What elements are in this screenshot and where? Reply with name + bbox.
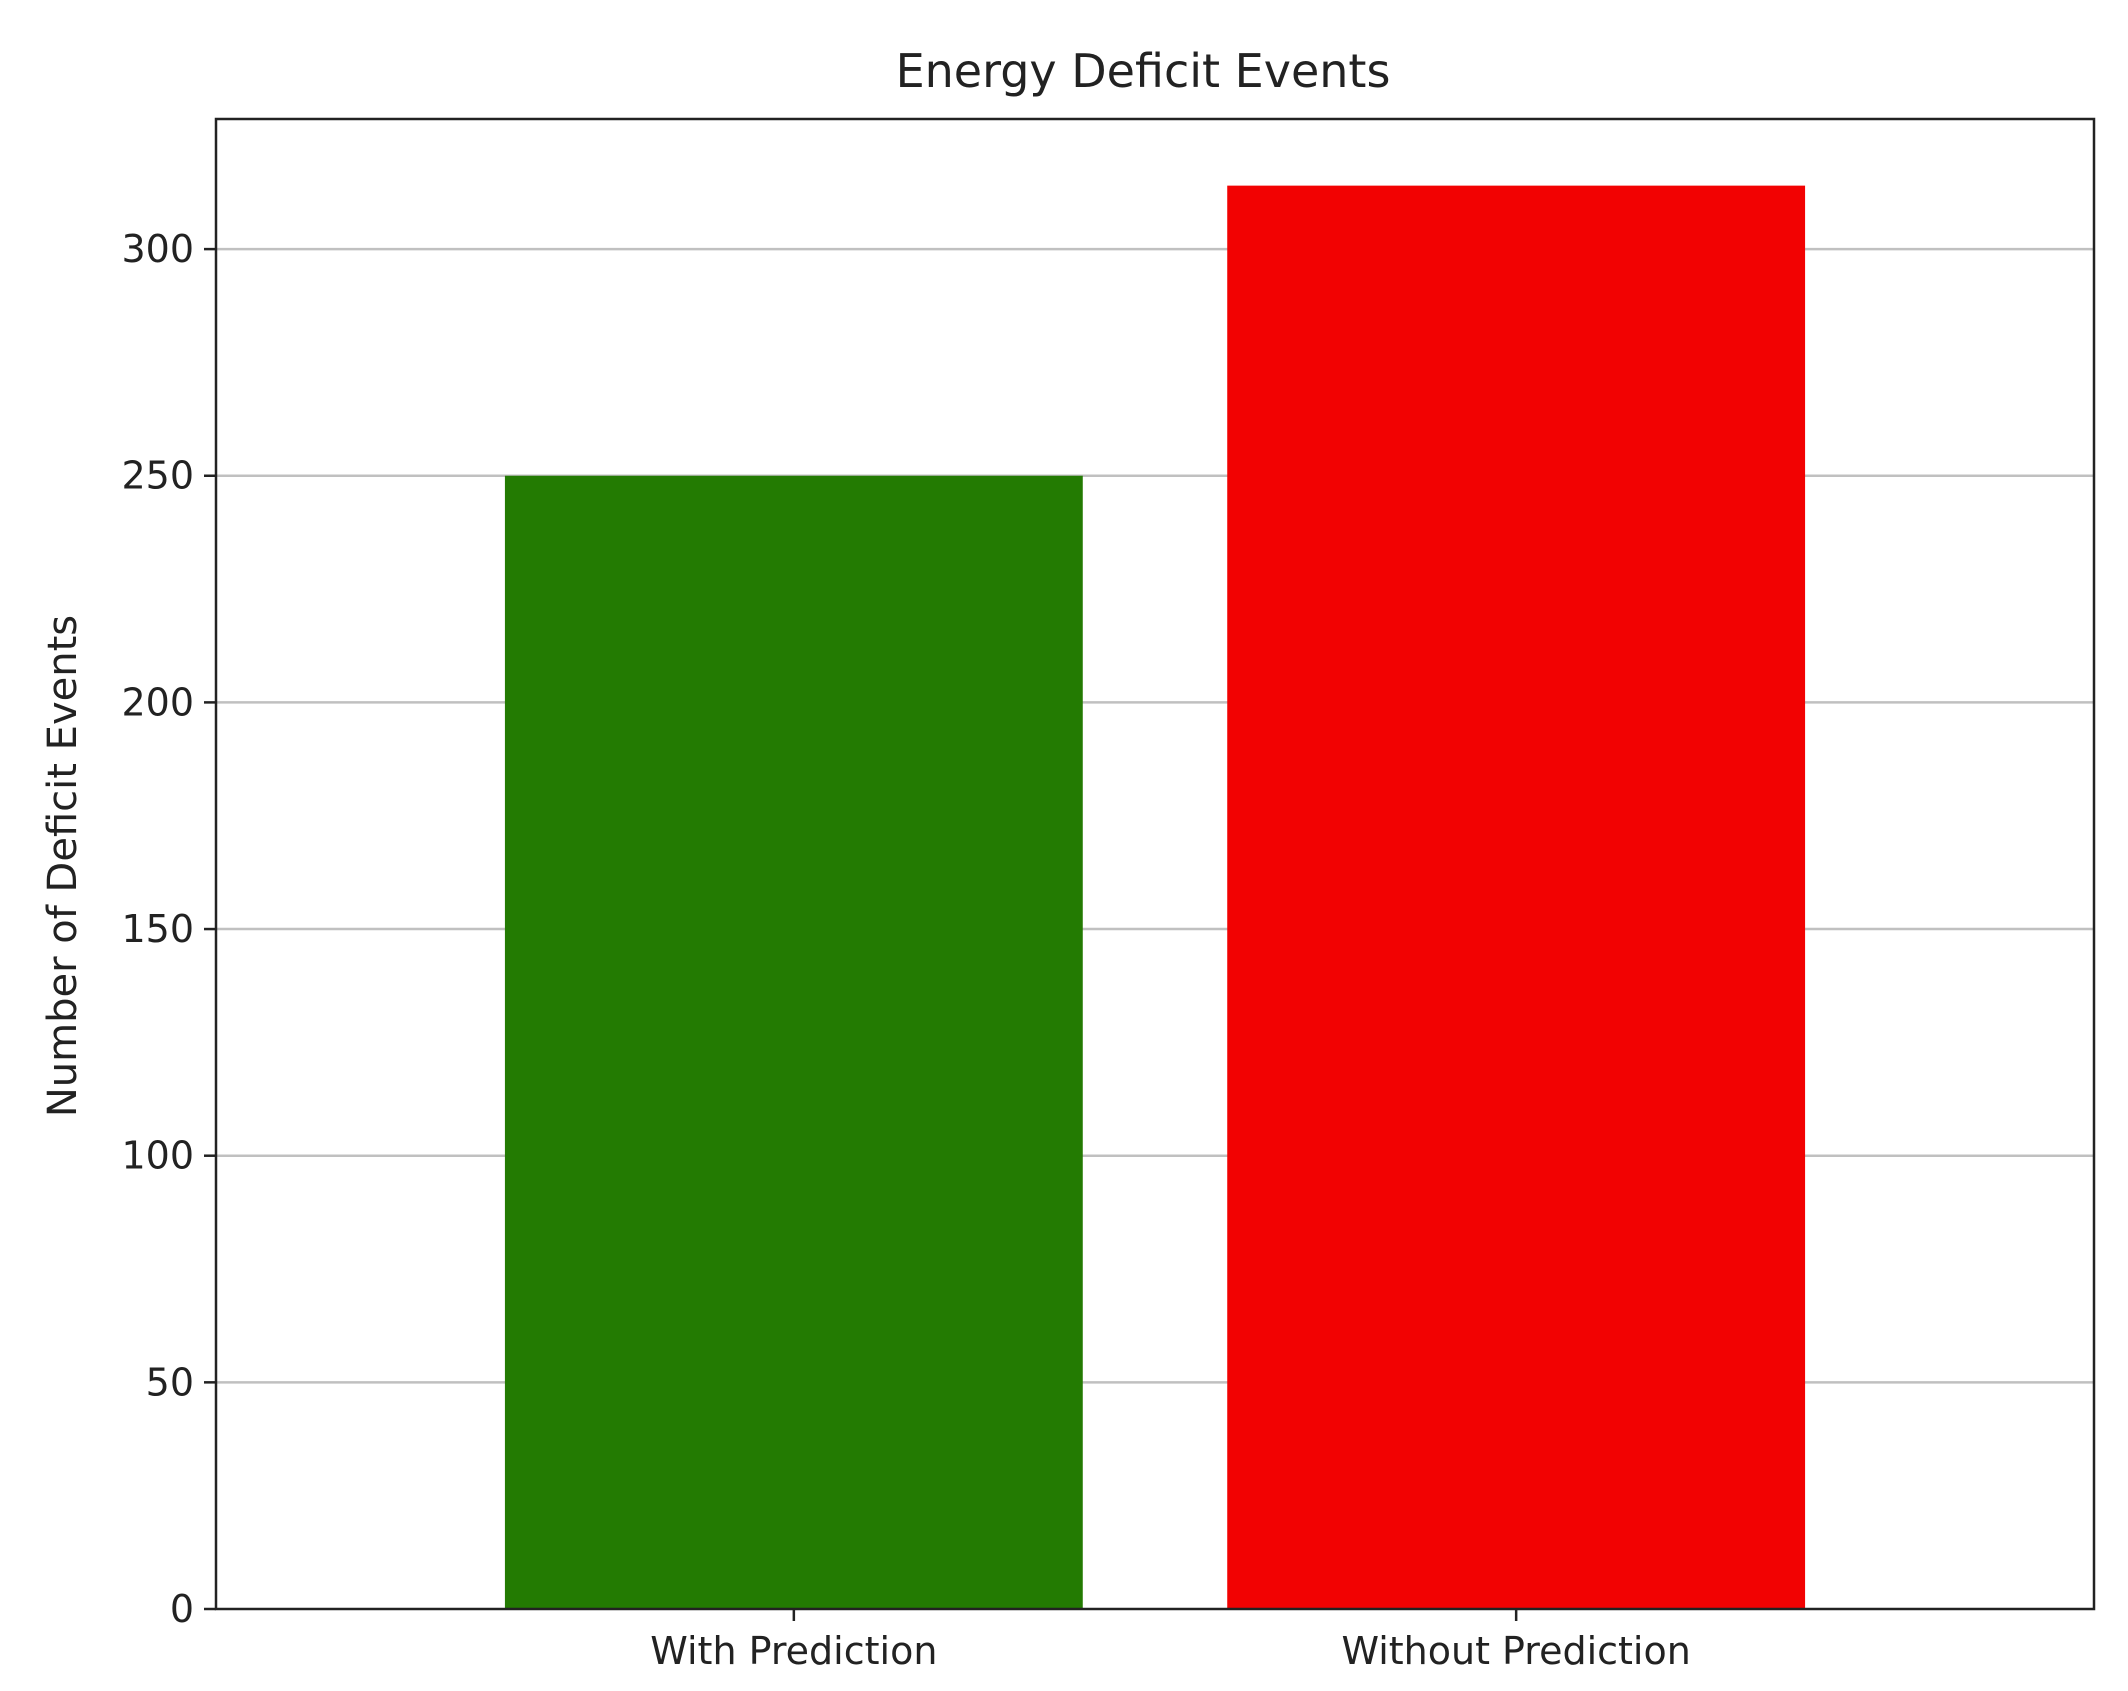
y-tick-label: 200	[121, 680, 194, 724]
plot-frame	[214, 117, 2096, 1611]
y-tick-label: 50	[146, 1360, 194, 1404]
y-tick-label: 300	[121, 227, 194, 271]
chart-title: Energy Deficit Events	[896, 44, 1391, 98]
bar-with-prediction	[504, 475, 1083, 1609]
x-tick-label: Without Prediction	[1341, 1629, 1690, 1673]
plot-area: With Prediction Without Prediction 0 50 100 1…	[121, 117, 2096, 1673]
y-tick-label: 0	[170, 1587, 194, 1631]
bar-without-prediction	[1227, 185, 1806, 1609]
y-tick-label: 100	[121, 1134, 194, 1178]
x-tick-label: With Prediction	[650, 1629, 937, 1673]
y-tick-label: 250	[121, 454, 194, 498]
y-axis-title: Number of Deficit Events	[40, 615, 86, 1117]
y-tick-label: 150	[121, 907, 194, 951]
